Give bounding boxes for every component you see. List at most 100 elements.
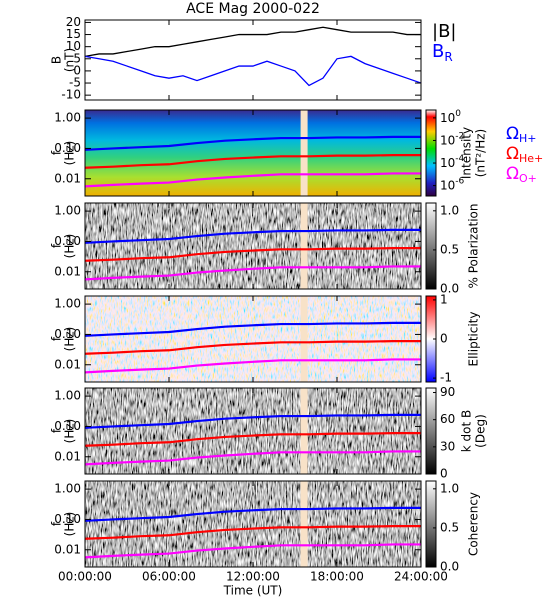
legend-sub: R [444, 50, 452, 64]
legend-name: Ω [506, 144, 519, 164]
gyro-line [85, 265, 421, 281]
legend-sub: H+ [519, 132, 537, 145]
y-tick-label: 0.01 [54, 542, 81, 556]
gyro-line [85, 432, 421, 447]
plot-area [85, 110, 421, 196]
y-axis-label: (nT) [63, 48, 77, 72]
spectrogram [85, 110, 421, 196]
data-gap [300, 481, 308, 567]
gyro-line [85, 172, 421, 188]
y-tick-label: 0.10 [54, 141, 81, 155]
colorbar-tick-label: 0.5 [440, 520, 459, 534]
colorbar-label: k dot B [460, 410, 474, 452]
gyro-line [85, 247, 421, 262]
colorbar-label: (Deg) [474, 414, 488, 448]
y-axis-label: f [50, 150, 64, 155]
y-tick-label: -10 [61, 88, 81, 102]
x-tick-label: 12:00:00 [226, 570, 280, 584]
legend-sub: O+ [519, 172, 537, 185]
legend-name: B [432, 41, 444, 62]
legend-name: Ω [506, 164, 519, 184]
plot-area [85, 388, 421, 474]
colorbar-tick-label: 0 [440, 467, 448, 481]
y-tick-label: 1.00 [54, 297, 81, 311]
gyro-line [85, 543, 421, 559]
x-tick-label: 18:00:00 [310, 570, 364, 584]
y-tick-label: 1.00 [54, 389, 81, 403]
colorbar-tick-base: 10 [440, 133, 455, 147]
y-tick-label: 1.00 [54, 482, 81, 496]
colorbar-tick-exp: 0 [455, 108, 461, 118]
colorbar-tick-base: 10 [440, 110, 455, 124]
legend-entry: BR [432, 41, 453, 64]
colorbar-tick-base: 10 [440, 156, 455, 170]
gyro-line [85, 228, 421, 244]
colorbar [425, 387, 437, 475]
y-tick-label: 0.01 [54, 171, 81, 185]
y-tick-label: 0.10 [54, 234, 81, 248]
data-gap [300, 110, 308, 196]
y-axis-label: (Hz) [63, 327, 77, 352]
legend-name: |B| [432, 21, 456, 42]
y-tick-label: 1.00 [54, 204, 81, 218]
colorbar-tick-label: 10-6 [440, 176, 465, 192]
y-tick-label: 1.00 [54, 111, 81, 125]
y-tick-label: 0 [73, 63, 81, 77]
y-tick-label: 0.01 [54, 449, 81, 463]
y-axis-label: f [50, 336, 64, 341]
colorbar-tick-label: 0.0 [440, 560, 459, 574]
y-tick-label: 0.01 [54, 264, 81, 278]
colorbar-tick-label: 10-4 [440, 154, 465, 170]
colorbar-tick-label: 0.5 [440, 242, 459, 256]
colorbar-label: (nT²/Hz) [474, 129, 488, 177]
colorbar-tick-exp: -6 [455, 176, 464, 186]
y-tick-label: -5 [69, 76, 81, 90]
colorbar-tick-exp: -4 [455, 154, 464, 164]
y-tick-label: 15 [66, 27, 81, 41]
colorbar [425, 480, 437, 568]
colorbar-tick-base: 10 [440, 178, 455, 192]
gyro-line [85, 340, 421, 355]
legend-entry: ΩH+ [506, 124, 537, 145]
y-tick-label: 20 [66, 15, 81, 29]
legend-entry: ΩO+ [506, 164, 537, 185]
colorbar-tick-exp: -2 [455, 131, 464, 141]
colorbar-tick-label: 1.0 [440, 481, 459, 495]
y-tick-label: 0.10 [54, 512, 81, 526]
gyro-line [85, 506, 421, 522]
y-axis-label: (Hz) [63, 141, 77, 166]
x-tick-label: 00:00:00 [58, 570, 112, 584]
gyro-line [85, 321, 421, 337]
colorbar-tick-label: 10-2 [440, 131, 464, 147]
colorbar-tick-label: 0 [440, 332, 448, 346]
colorbar-tick-label: 90 [440, 385, 455, 399]
legend-sub: He+ [519, 152, 543, 165]
colorbar-tick-label: 100 [440, 108, 461, 124]
chart-title: ACE Mag 2000-022 [186, 1, 320, 17]
colorbar-tick-label: 30 [440, 439, 455, 453]
y-axis-label: (Hz) [63, 234, 77, 259]
spectrogram [85, 388, 421, 474]
y-axis-label: f [50, 428, 64, 433]
legend-name: Ω [506, 124, 519, 144]
y-tick-label: 0.10 [54, 419, 81, 433]
colorbar-tick-label: 1.0 [440, 203, 459, 217]
spectrogram [85, 481, 421, 567]
gyro-line [85, 358, 421, 374]
gyro-line [85, 450, 421, 466]
colorbar-label: % Polarization [467, 204, 481, 289]
y-axis-label: B [50, 56, 64, 64]
gyro-line [85, 154, 421, 169]
gyro-line [85, 525, 421, 540]
y-axis-label: f [50, 521, 64, 526]
x-axis-label: Time (UT) [223, 584, 283, 598]
y-axis-label: (Hz) [63, 419, 77, 444]
data-gap [300, 296, 308, 382]
spectrogram [85, 296, 421, 382]
y-axis-label: f [50, 243, 64, 248]
colorbar-label: Ellipticity [467, 312, 481, 367]
legend-entry: |B| [432, 21, 456, 42]
x-tick-label: 06:00:00 [142, 570, 196, 584]
